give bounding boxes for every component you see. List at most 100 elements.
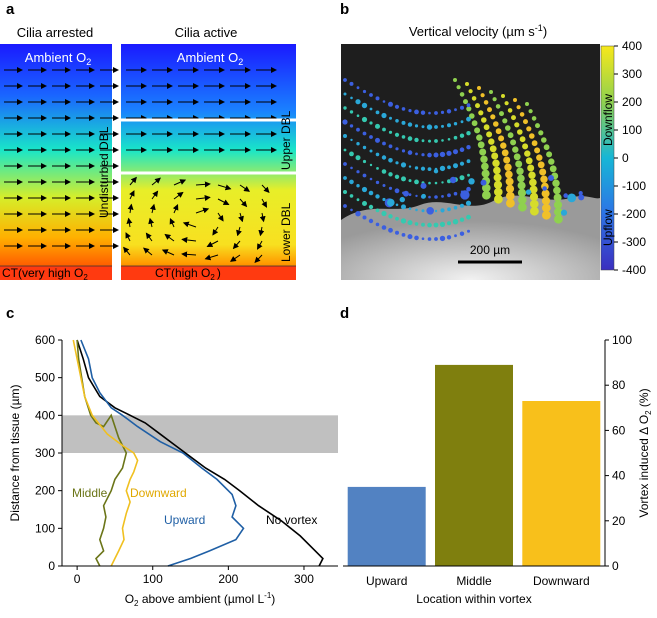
particle [440,208,445,213]
particle [479,148,487,156]
ct-label-active: CT(high O2) [155,266,221,282]
particle [502,118,508,124]
particle [356,127,360,132]
particle [519,112,525,117]
particle [542,210,551,220]
bar-upward [347,486,426,566]
ambient-label-arrested: Ambient O2 [25,50,91,67]
particle [356,198,360,202]
ct-band-arrested [0,266,112,280]
particle [362,89,367,94]
flow-arrow [238,212,244,223]
y-tick-label: 500 [35,371,55,385]
particle [368,218,374,224]
particle [394,188,400,194]
particle [369,177,373,181]
particle [389,116,392,120]
particle [465,82,469,86]
colorbar-tick-label: 400 [622,39,642,53]
particle [401,120,406,125]
particle [494,194,503,204]
particle [567,193,577,203]
particle [466,103,471,108]
particle [506,198,515,208]
particle [362,159,367,164]
scale-bar-label: 200 µm [470,243,510,257]
particle [356,114,360,117]
particle [439,165,446,172]
particle [542,203,551,213]
particle [408,193,412,197]
x-tick-label: 0 [74,572,81,586]
particle [349,179,354,185]
particle [453,135,458,140]
particle [501,149,509,157]
x-tick-label: 300 [294,572,314,586]
lower-dbl-label: Lower DBL [279,202,293,262]
category-label: Downward [533,574,590,588]
particle [493,180,503,189]
particle [415,194,418,198]
particle [542,186,547,191]
particle [553,200,563,209]
particle [486,131,493,138]
particle [477,86,481,90]
particle [548,158,555,165]
particle [453,149,458,155]
flow-arrow [181,251,197,258]
particle [459,161,465,166]
flow-arrow [258,226,265,237]
particle [434,111,438,115]
particle [407,136,413,141]
particle [362,131,367,136]
particle [433,222,439,228]
particle [493,173,502,182]
particle [480,93,485,98]
particle [527,164,535,172]
particle [368,190,374,196]
colorbar-tick-label: -300 [622,235,646,249]
particle [381,169,387,174]
particle [434,209,438,213]
particle [499,111,504,117]
particle [459,175,465,181]
particle [459,147,465,152]
particle [531,116,537,121]
particle [421,153,425,157]
particle [400,218,407,224]
particle [478,110,484,116]
particle [382,127,386,132]
particle [453,78,457,82]
particle [517,188,527,197]
particle [554,214,563,224]
particle [467,229,470,233]
particle [434,125,438,129]
particle [524,150,531,157]
particle [395,203,399,207]
particle [528,171,536,179]
particle [488,138,495,145]
series-line-downward [72,339,139,567]
flow-arrow [164,233,175,242]
particle [343,78,347,82]
particle [421,125,425,129]
particle [453,122,458,126]
particle [388,158,393,163]
flow-arrow [181,236,197,243]
y-tick-label: 60 [612,423,626,437]
particle [434,139,438,143]
particle [541,137,547,143]
category-label: Upward [366,574,407,588]
flow-arrow [129,190,135,200]
particle [375,152,380,157]
flow-arrow [143,247,153,256]
flow-arrow [261,184,270,194]
particle [414,179,419,185]
particle [468,178,475,185]
particle [546,151,553,158]
particle [513,98,517,102]
particle [480,155,488,163]
particle [361,116,368,123]
particle [483,100,489,105]
particle [519,136,526,143]
